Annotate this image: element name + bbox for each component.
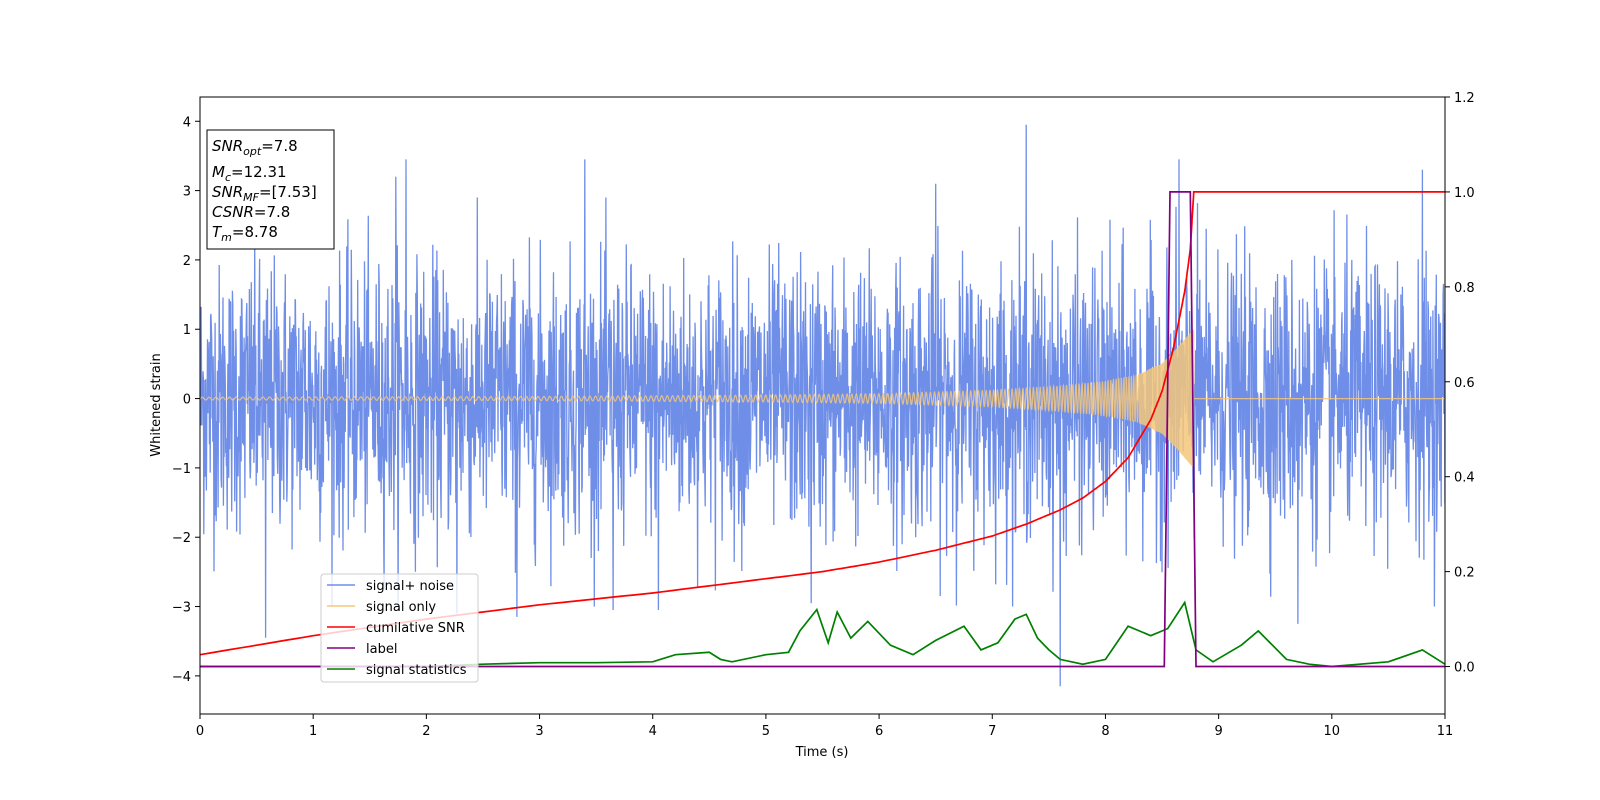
- snr-mf-value: =[7.53]: [259, 183, 317, 201]
- y-tick-label: −3: [172, 601, 191, 616]
- mc-sub: c: [225, 171, 231, 184]
- y2-tick-label: 0.0: [1454, 661, 1475, 676]
- y2-tick-label: 0.4: [1454, 471, 1475, 486]
- y-tick-label: −2: [172, 531, 191, 546]
- legend-label-label: label: [366, 642, 397, 657]
- annotation-tm: Tm=8.78: [212, 223, 278, 244]
- snr-mf-sub: MF: [243, 191, 259, 204]
- legend-label-noise: signal+ noise: [366, 579, 454, 594]
- legend-frame: [320, 573, 479, 683]
- annotation-snr-opt: SNRopt=7.8: [212, 137, 298, 158]
- snr-opt-sub: opt: [243, 145, 262, 158]
- y-tick-label: −4: [172, 670, 191, 685]
- series-signal-only: [200, 329, 1445, 468]
- x-tick-label: 0: [196, 724, 204, 739]
- x-tick-label: 3: [535, 724, 543, 739]
- series-signal-noise: [200, 124, 1445, 687]
- y-tick-label: 0: [183, 393, 191, 408]
- mc-name: M: [212, 163, 225, 181]
- series-signal-statistics: [200, 600, 1445, 668]
- legend-label-stats: signal statistics: [366, 663, 467, 678]
- y-axis-right: 1.2 1.0 0.8 0.6 0.4 0.2 0.0: [1445, 91, 1475, 676]
- x-tick-label: 9: [1214, 724, 1222, 739]
- legend-label-signal: signal only: [366, 600, 436, 615]
- y-axis-left: 4 3 2 1 0 −1 −2 −3 −4: [172, 115, 200, 685]
- x-tick-label: 11: [1437, 724, 1454, 739]
- x-tick-label: 6: [875, 724, 883, 739]
- y-axis-label: Whitened strain: [149, 353, 164, 456]
- csnr-value: =7.8: [254, 203, 290, 221]
- x-axis: 0 1 2 3 4 5 6 7 8 9 10 11: [196, 714, 1453, 739]
- x-tick-label: 10: [1324, 724, 1341, 739]
- annotation-box: SNRopt=7.8 Mc=12.31 SNRMF=[7.53] CSNR=7.…: [206, 129, 335, 250]
- x-tick-label: 5: [762, 724, 770, 739]
- x-tick-label: 8: [1101, 724, 1109, 739]
- snr-mf-name: SNR: [212, 183, 243, 201]
- annotation-csnr: CSNR=7.8: [212, 203, 290, 221]
- y2-tick-label: 1.2: [1454, 91, 1475, 106]
- y-tick-label: 1: [183, 323, 191, 338]
- y-tick-label: 4: [183, 115, 191, 130]
- series-label: [200, 191, 1445, 668]
- y2-tick-label: 0.6: [1454, 376, 1475, 391]
- y2-tick-label: 0.2: [1454, 566, 1475, 581]
- axes-frame: [199, 96, 1446, 715]
- legend: signal+ noise signal only cumilative SNR…: [320, 573, 479, 683]
- snr-opt-value: =7.8: [261, 137, 297, 155]
- y-tick-label: 3: [183, 185, 191, 200]
- y-tick-label: −1: [172, 462, 191, 477]
- plot-area: [200, 124, 1445, 687]
- annotation-snr-mf: SNRMF=[7.53]: [212, 183, 317, 204]
- annotation-mc: Mc=12.31: [212, 163, 287, 184]
- tm-sub: m: [221, 231, 232, 244]
- x-tick-label: 1: [309, 724, 317, 739]
- y2-tick-label: 1.0: [1454, 186, 1475, 201]
- mc-value: =12.31: [231, 163, 287, 181]
- y2-tick-label: 0.8: [1454, 281, 1475, 296]
- tm-value: =8.78: [232, 223, 278, 241]
- csnr-name: CSNR: [212, 203, 254, 221]
- x-axis-label: Time (s): [795, 745, 849, 760]
- annotation-frame: [206, 129, 335, 250]
- x-tick-label: 4: [649, 724, 657, 739]
- legend-label-snr: cumilative SNR: [366, 621, 465, 636]
- series-cumulative-snr: [200, 191, 1445, 656]
- y-tick-label: 2: [183, 254, 191, 269]
- x-tick-label: 7: [988, 724, 996, 739]
- tm-name: T: [212, 223, 223, 241]
- snr-opt-name: SNR: [212, 137, 243, 155]
- x-tick-label: 2: [422, 724, 430, 739]
